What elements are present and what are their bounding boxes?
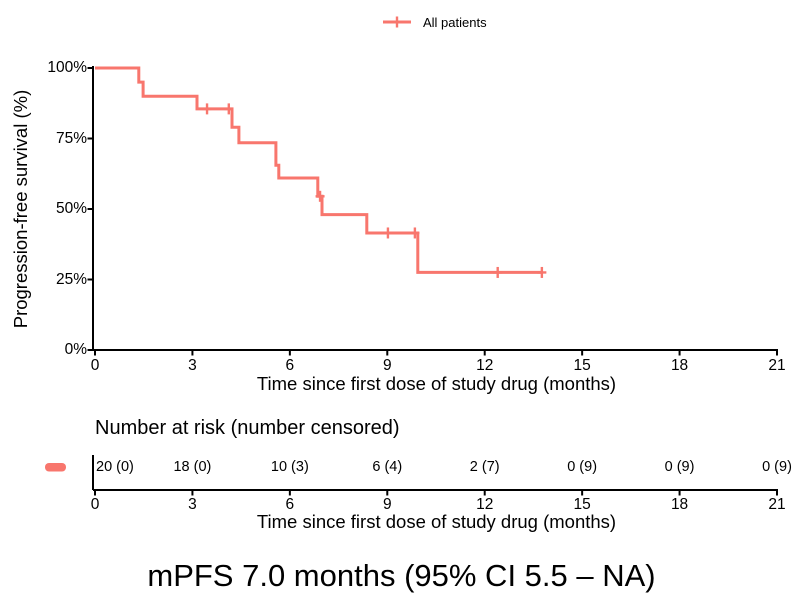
x-tick-label: 18 xyxy=(670,357,689,374)
x-axis-title-main: Time since first dose of study drug (mon… xyxy=(256,373,617,394)
y-tick-label: 0% xyxy=(64,341,87,358)
risk-count-value: 0 (9) xyxy=(664,459,695,475)
risk-count-value: 10 (3) xyxy=(270,459,309,475)
risk-x-tick-label: 9 xyxy=(382,496,392,513)
risk-count-value: 6 (4) xyxy=(372,459,403,475)
y-tick-label: 100% xyxy=(47,59,87,76)
risk-x-tick-label: 6 xyxy=(285,496,295,513)
km-plot-canvas xyxy=(45,66,778,496)
y-tick-label: 25% xyxy=(55,270,87,288)
risk-count-value: 0 (9) xyxy=(567,459,598,475)
x-tick-label: 12 xyxy=(476,357,494,374)
risk-count-value: 2 (7) xyxy=(469,459,500,475)
risk-x-tick-label: 0 xyxy=(90,496,100,513)
legend-label: All patients xyxy=(423,14,487,30)
x-axis-title-risk: Time since first dose of study drug (mon… xyxy=(256,511,617,532)
y-axis-title: Progression-free survival (%) xyxy=(10,89,31,329)
x-tick-label: 15 xyxy=(573,357,591,374)
risk-strata-color-dash-icon xyxy=(45,463,66,472)
risk-x-tick-label: 18 xyxy=(670,496,689,513)
median-pfs-caption: mPFS 7.0 months (95% CI 5.5 – NA) xyxy=(147,558,656,593)
x-tick-label: 3 xyxy=(188,357,197,374)
y-tick-label: 50% xyxy=(55,200,87,217)
risk-table-row: 20 (0) 18 (0) 10 (3) 6 (4) 2 (7) 0 (9) 0 (9) 0 … xyxy=(0,458,797,478)
legend: All patients xyxy=(381,14,487,30)
x-tick-label: 0 xyxy=(90,357,100,374)
risk-x-tick-label: 3 xyxy=(188,496,197,513)
risk-table-title: Number at risk (number censored) xyxy=(95,417,400,439)
y-tick-label: 75% xyxy=(55,129,87,147)
x-tick-label: 6 xyxy=(285,357,295,374)
risk-count-value: 0 (9) xyxy=(762,459,792,475)
km-curve-all-patients xyxy=(95,66,542,274)
risk-x-tick-label: 12 xyxy=(476,496,494,513)
risk-x-tick-label: 21 xyxy=(768,496,786,513)
risk-count-value: 18 (0) xyxy=(173,459,212,475)
risk-x-tick-label: 15 xyxy=(573,496,591,513)
x-tick-label: 9 xyxy=(382,357,392,374)
risk-count-value: 20 (0) xyxy=(96,459,134,475)
x-tick-label: 21 xyxy=(768,357,786,374)
legend-key-line-icon xyxy=(383,16,411,28)
